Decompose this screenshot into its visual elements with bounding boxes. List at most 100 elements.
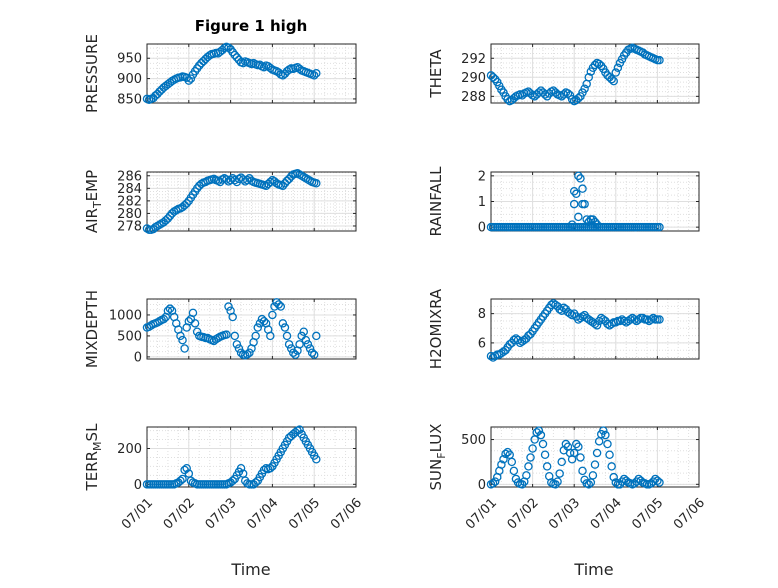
- y-tick-label: 0: [134, 350, 142, 365]
- data-point: [634, 315, 643, 324]
- data-point: [605, 450, 614, 460]
- data-point: [295, 340, 304, 349]
- data-point: [507, 457, 517, 467]
- data-point: [243, 350, 252, 359]
- data-point: [619, 316, 629, 326]
- data-point: [574, 442, 583, 451]
- data-point: [574, 212, 583, 222]
- data-point: [312, 69, 321, 78]
- figure-title: Figure 1 high: [195, 17, 308, 35]
- data-point: [253, 323, 263, 332]
- plot-area: [491, 44, 699, 103]
- y-axis-label-main: MIXDEPTH: [83, 290, 101, 368]
- data-point: [161, 216, 171, 225]
- data-point: [601, 430, 610, 440]
- y-axis-label-tail: EMP: [83, 170, 101, 201]
- data-point: [490, 477, 500, 486]
- subplot-2: 288 290 292 THETA: [427, 43, 700, 106]
- data-point: [224, 302, 233, 311]
- data-point: [547, 300, 556, 310]
- data-point: [648, 313, 658, 323]
- data-point: [576, 174, 585, 183]
- data-point: [305, 344, 315, 353]
- data-point: [538, 439, 548, 449]
- data-point: [555, 304, 564, 314]
- data-point: [574, 171, 583, 181]
- y-axis-label-main: TERR: [83, 451, 101, 492]
- data-point: [578, 184, 587, 193]
- data-point: [592, 321, 602, 330]
- data-point: [540, 450, 550, 460]
- data-point: [163, 214, 173, 223]
- data-point: [522, 471, 531, 480]
- y-axis-label-main: SUN: [427, 459, 445, 491]
- data-point: [270, 302, 279, 311]
- data-point: [312, 331, 321, 341]
- data-point: [165, 211, 175, 221]
- y-axis-label-subscript: M: [91, 441, 104, 451]
- data-point: [299, 327, 308, 336]
- subplot-6: 6 8 H2OMIXRA: [427, 288, 700, 369]
- axes-box: [490, 298, 700, 360]
- data-point: [180, 344, 189, 353]
- data-point: [228, 312, 237, 322]
- data-point: [186, 476, 196, 485]
- data-point: [232, 53, 242, 62]
- data-point: [580, 199, 589, 209]
- data-point: [528, 444, 537, 453]
- data-point: [555, 469, 564, 478]
- y-axis-label-main: PRESSURE: [83, 34, 101, 113]
- data-point: [584, 217, 594, 227]
- data-point: [611, 478, 621, 487]
- data-point: [630, 315, 639, 324]
- data-point: [574, 93, 583, 103]
- data-point: [236, 463, 246, 473]
- data-point: [584, 73, 594, 82]
- y-tick-label: 500: [461, 433, 486, 448]
- y-tick-label: 500: [117, 329, 142, 344]
- y-axis-label-main: RAINFALL: [427, 166, 445, 237]
- data-point: [513, 478, 523, 487]
- data-point: [222, 175, 231, 184]
- x-axis-label-right: Time: [573, 560, 613, 579]
- data-point: [230, 331, 240, 341]
- data-point: [228, 476, 237, 485]
- data-point: [536, 430, 546, 440]
- data-point: [312, 454, 321, 464]
- data-point: [266, 463, 275, 473]
- data-point: [289, 348, 298, 357]
- y-tick-label: 2: [478, 169, 486, 184]
- data-point: [178, 474, 187, 484]
- data-point: [653, 476, 662, 485]
- data-point: [301, 335, 311, 345]
- y-tick-label: 278: [117, 219, 142, 234]
- data-point: [230, 50, 240, 60]
- data-point: [626, 315, 635, 324]
- data-point: [182, 463, 191, 473]
- data-point: [615, 316, 625, 326]
- y-axis-label: AIRTEMP: [83, 170, 104, 233]
- y-tick-label: 288: [461, 90, 486, 105]
- data-point: [580, 84, 589, 93]
- data-point: [224, 43, 233, 52]
- data-point: [255, 319, 265, 328]
- y-axis-label-tail: LUX: [427, 424, 445, 453]
- data-point: [613, 63, 623, 73]
- data-point: [278, 319, 288, 328]
- data-point: [557, 457, 566, 467]
- data-point: [607, 462, 616, 471]
- data-point: [567, 310, 577, 320]
- data-point: [303, 340, 313, 349]
- data-point: [282, 176, 292, 186]
- y-tick-label: 0: [134, 478, 142, 493]
- data-point: [309, 350, 319, 360]
- data-point: [503, 94, 512, 104]
- subplot-4: 0 1 2 RAINFALL: [427, 166, 700, 237]
- data-point: [509, 466, 519, 476]
- data-point: [578, 466, 587, 476]
- y-axis-label-main: H2OMIXRA: [427, 288, 445, 369]
- data-point: [274, 300, 283, 309]
- data-point: [176, 476, 185, 485]
